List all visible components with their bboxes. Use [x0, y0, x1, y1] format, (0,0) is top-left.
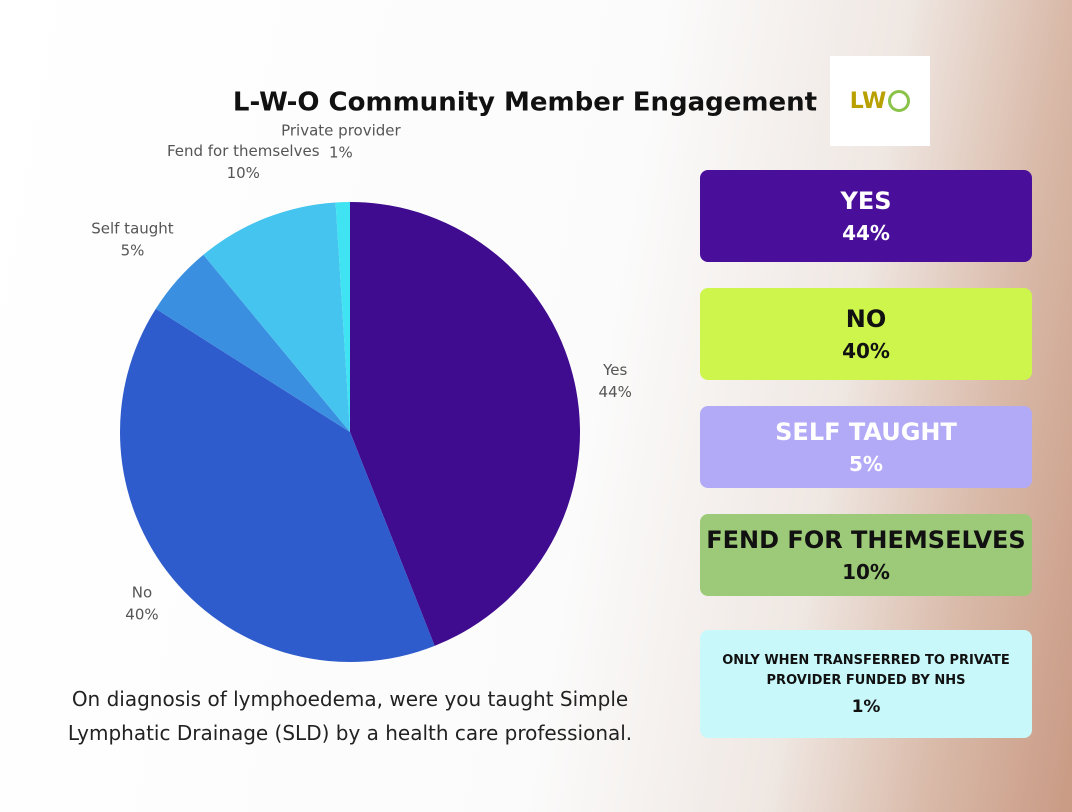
card-title: SELF TAUGHT	[775, 418, 957, 446]
page: L-W-O Community Member Engagement Yes 44%…	[0, 0, 1072, 812]
chart-title: L-W-O Community Member Engagement	[233, 88, 817, 118]
slice-label: Fend for themselves	[167, 142, 320, 160]
slice-value-label: 40%	[125, 606, 158, 624]
summary-card: YES 44%	[700, 170, 1032, 262]
slice-value-label: 44%	[599, 383, 632, 401]
card-title: NO	[846, 305, 887, 333]
summary-card: FEND FOR THEMSELVES 10%	[700, 514, 1032, 596]
logo: LW	[830, 56, 930, 146]
summary-card: NO 40%	[700, 288, 1032, 380]
card-title: ONLY WHEN TRANSFERRED TO PRIVATE PROVIDE…	[700, 651, 1032, 691]
summary-card: SELF TAUGHT 5%	[700, 406, 1032, 488]
slice-value-label: 5%	[121, 242, 145, 260]
slice-label: Self taught	[91, 220, 174, 238]
logo-text: LW	[850, 89, 887, 114]
logo-mark	[888, 90, 910, 112]
summary-card: ONLY WHEN TRANSFERRED TO PRIVATE PROVIDE…	[700, 630, 1032, 738]
slice-label: No	[132, 584, 152, 602]
card-value: 5%	[849, 452, 883, 476]
card-value: 10%	[842, 560, 890, 584]
slice-label: Yes	[602, 361, 627, 379]
slice-value-label: 1%	[329, 144, 353, 162]
caption: On diagnosis of lymphoedema, were you ta…	[40, 682, 660, 750]
card-value: 44%	[842, 221, 890, 245]
slice-value-label: 10%	[227, 164, 260, 182]
card-value: 40%	[842, 339, 890, 363]
card-value: 1%	[852, 697, 881, 717]
card-title: FEND FOR THEMSELVES	[706, 526, 1025, 554]
card-title: YES	[840, 187, 891, 215]
slice-label: Private provider	[281, 122, 401, 140]
